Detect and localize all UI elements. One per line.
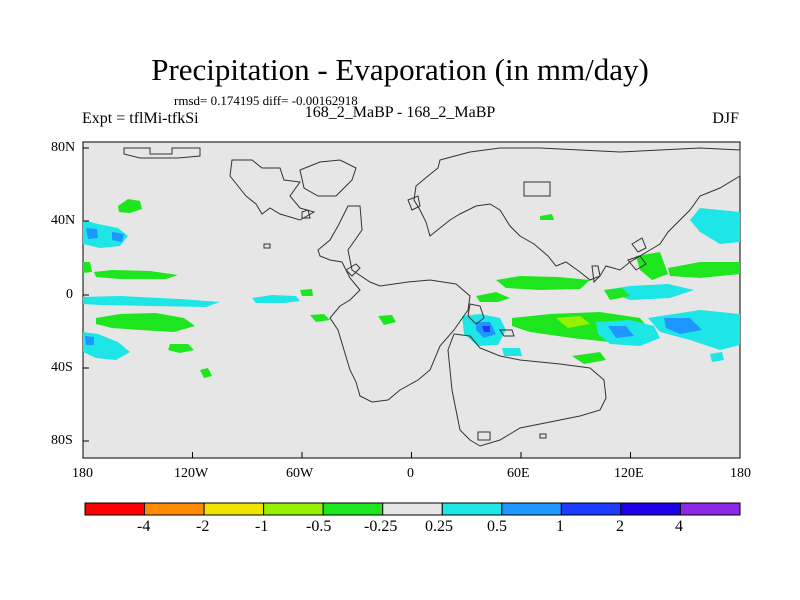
legend-swatch [620,502,681,516]
legend-swatch [501,502,562,516]
legend-swatch [382,502,443,516]
page-title: Precipitation - Evaporation (in mm/day) [151,52,649,87]
y-tick-label: 0 [66,287,73,302]
legend-label: 0.25 [425,518,453,535]
x-tick-label: 120W [174,466,209,481]
x-tick-label: 60E [507,466,530,481]
y-tick-label: 40S [51,360,73,375]
x-tick-label: 180 [72,466,93,481]
legend-label: -2 [196,518,210,535]
x-tick-label: 60W [286,466,314,481]
legend-swatch [560,502,622,516]
legend-label: -1 [255,518,269,535]
season-label: DJF [712,110,739,127]
axis-ticks [82,147,741,458]
legend-swatch [263,502,324,516]
legend-label: -4 [137,518,151,535]
legend-label: 0.5 [487,518,507,535]
legend-swatch [322,502,384,516]
case-label: 168_2_MaBP - 168_2_MaBP [304,104,496,121]
legend-label: 2 [616,518,624,535]
stats-subtitle: rmsd= 0.174195 diff= -0.00162918 [174,93,358,108]
legend-label: -0.25 [364,518,398,535]
coastlines [123,147,741,447]
legend-label: 1 [556,518,564,535]
legend-swatch [144,502,205,516]
legend-swatch [441,502,503,516]
y-tick-label: 80N [51,140,76,155]
y-tick-label: 80S [51,433,73,448]
legend-colorbar [84,502,741,516]
legend-swatch [84,502,146,516]
experiment-label: Expt = tflMi-tfkSi [82,110,199,127]
contour-fills [83,199,740,378]
legend-swatch [679,502,741,516]
legend-label: -0.5 [306,518,332,535]
legend-swatch [203,502,265,516]
x-tick-label: 180 [730,466,751,481]
y-tick-label: 40N [51,213,76,228]
x-tick-label: 0 [407,466,414,481]
legend-label: 4 [675,518,683,535]
x-tick-label: 120E [614,466,644,481]
